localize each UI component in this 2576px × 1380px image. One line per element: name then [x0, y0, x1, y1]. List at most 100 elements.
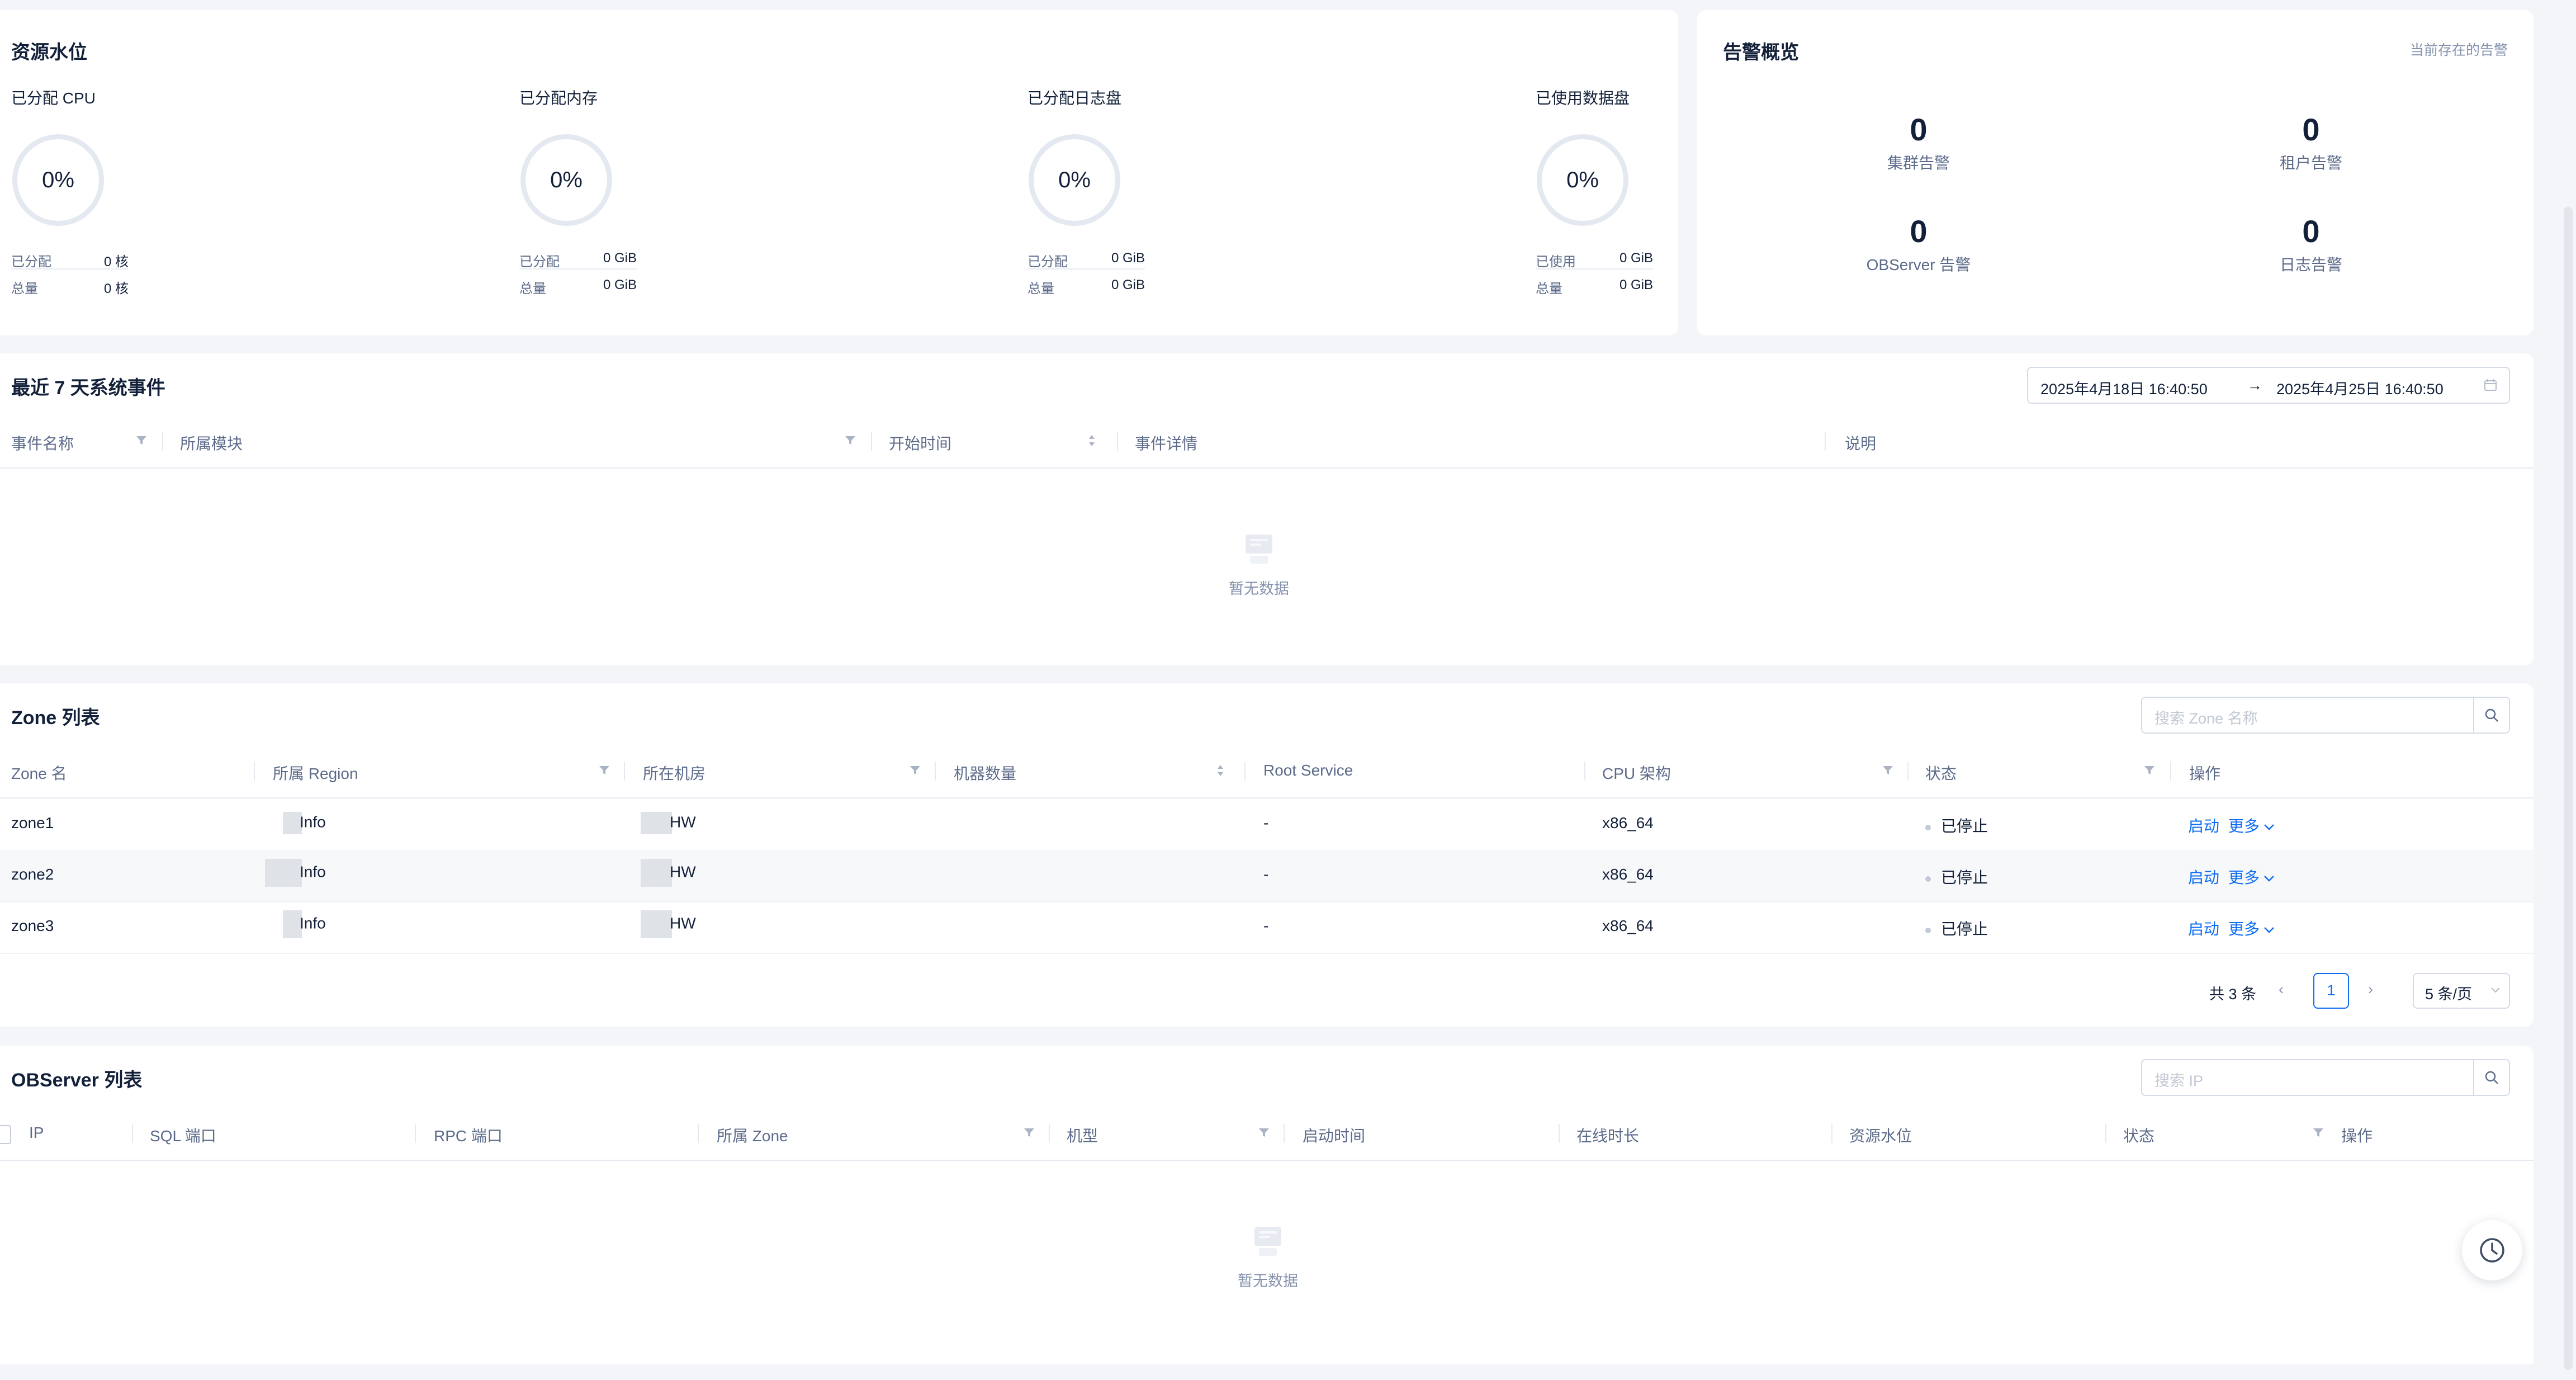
col-zone-name: Zone 名: [11, 765, 67, 782]
col-module: 所属模块: [180, 435, 243, 452]
status-badge: 已停止: [1925, 814, 1988, 836]
column-divider: [1907, 762, 1909, 781]
start-button[interactable]: 启动: [2188, 920, 2220, 938]
redacted-block: [641, 859, 672, 887]
events-table-header: 事件名称 所属模块 开始时间 事件详情 说明: [0, 415, 2534, 469]
select-all-checkbox[interactable]: [0, 1125, 11, 1144]
filter-icon[interactable]: [2143, 764, 2156, 776]
more-button[interactable]: 更多: [2228, 814, 2275, 836]
col-start-time: 开始时间: [889, 435, 952, 452]
filter-icon[interactable]: [1258, 1126, 1270, 1138]
zone-search[interactable]: 搜索 Zone 名称: [2141, 697, 2510, 734]
history-float-button[interactable]: [2462, 1220, 2522, 1280]
sort-icon[interactable]: [1088, 432, 1096, 450]
alert-tenant[interactable]: 0 租户告警: [2227, 112, 2395, 173]
pagination-next[interactable]: ›: [2368, 981, 2373, 998]
gauge-row: 总量 0 GiB: [1536, 274, 1653, 296]
start-button[interactable]: 启动: [2188, 817, 2220, 835]
gauge-row: 总量 0 核: [11, 274, 129, 296]
column-divider: [1825, 432, 1826, 451]
alert-observer[interactable]: 0 OBServer 告警: [1835, 214, 2002, 275]
events-title: 最近 7 天系统事件: [11, 377, 165, 399]
date-separator: →: [2247, 377, 2262, 394]
empty-label: 暂无数据: [1229, 580, 1289, 597]
date-range-picker[interactable]: 2025年4月18日 16:40:50 → 2025年4月25日 16:40:5…: [2027, 367, 2510, 404]
column-divider: [415, 1124, 416, 1143]
zone-idc: HW: [641, 812, 696, 834]
start-button[interactable]: 启动: [2188, 869, 2220, 886]
col-status: 状态: [2123, 1127, 2155, 1145]
more-button[interactable]: 更多: [2228, 866, 2275, 888]
zone-idc-text: HW: [670, 813, 696, 831]
gauge-row-value: 0 核: [103, 254, 129, 270]
search-button[interactable]: [2473, 698, 2509, 732]
filter-icon[interactable]: [909, 764, 921, 776]
zone-root-service: -: [1263, 917, 1269, 934]
table-row: zone1 Info HW - x86_64 已停止 启动 更多: [0, 798, 2534, 851]
column-divider: [1584, 762, 1585, 781]
gauge-percent: 0%: [1566, 167, 1599, 192]
search-icon: [2485, 1071, 2498, 1084]
col-ip: IP: [29, 1124, 44, 1141]
chevron-down-icon: [2264, 876, 2274, 882]
empty-box-icon: [1246, 535, 1272, 564]
column-divider: [2105, 1124, 2106, 1143]
column-divider: [254, 762, 255, 781]
column-divider: [624, 762, 625, 781]
gauge-label-data-disk: 已使用数据盘: [1536, 89, 1630, 107]
column-divider: [162, 432, 163, 451]
gauge-row-key: 总量: [11, 281, 38, 296]
col-machine-count: 机器数量: [954, 765, 1017, 782]
zone-region: Info: [283, 812, 326, 834]
col-sql-port: SQL 端口: [150, 1127, 216, 1145]
search-icon: [2485, 708, 2498, 722]
col-machine-type: 机型: [1067, 1127, 1098, 1145]
alert-log[interactable]: 0 日志告警: [2227, 214, 2395, 275]
alert-label: OBServer 告警: [1866, 256, 1971, 273]
zone-search-input[interactable]: 搜索 Zone 名称: [2154, 710, 2258, 727]
filter-icon[interactable]: [1882, 764, 1894, 776]
status-badge: 已停止: [1925, 917, 1988, 939]
table-row: zone3 Info HW - x86_64 已停止 启动 更多: [0, 901, 2534, 954]
status-text: 已停止: [1941, 817, 1988, 835]
alert-cluster[interactable]: 0 集群告警: [1835, 112, 2002, 173]
observers-title: OBServer 列表: [11, 1070, 143, 1091]
redacted-block: [641, 910, 672, 938]
zone-idc-text: HW: [670, 914, 696, 932]
current-alerts-link[interactable]: 当前存在的告警: [2409, 42, 2508, 58]
empty-label: 暂无数据: [1238, 1273, 1298, 1289]
pagination-page-1[interactable]: 1: [2313, 973, 2349, 1009]
gauge-percent: 0%: [1058, 167, 1091, 192]
scrollbar-thumb[interactable]: [2564, 207, 2573, 1370]
column-divider: [871, 432, 872, 451]
filter-icon[interactable]: [1023, 1126, 1035, 1138]
observers-card: OBServer 列表 搜索 IP IP SQL 端口 RPC 端口 所属 Zo…: [0, 1046, 2534, 1364]
filter-icon[interactable]: [598, 764, 610, 776]
pagination-prev[interactable]: ‹: [2279, 981, 2284, 998]
pagination-total: 共 3 条: [2209, 986, 2257, 1003]
filter-icon[interactable]: [135, 434, 148, 446]
zone-region-text: Info: [300, 914, 326, 932]
gauge-row-value: 0 GiB: [1111, 277, 1145, 292]
col-event-name: 事件名称: [11, 435, 74, 452]
search-button[interactable]: [2473, 1060, 2509, 1095]
zones-title: Zone 列表: [11, 707, 100, 729]
column-divider: [1117, 432, 1118, 451]
sort-icon[interactable]: [1216, 762, 1224, 779]
ip-search-input[interactable]: 搜索 IP: [2154, 1072, 2204, 1089]
col-rpc-port: RPC 端口: [434, 1127, 503, 1145]
column-divider: [132, 1124, 133, 1143]
chevron-down-icon: [2264, 927, 2274, 933]
col-resource-level: 资源水位: [1849, 1127, 1912, 1145]
filter-icon[interactable]: [844, 434, 856, 446]
more-button[interactable]: 更多: [2228, 917, 2275, 939]
page-size-label: 5 条/页: [2425, 986, 2473, 1003]
alert-label: 租户告警: [2279, 154, 2342, 172]
gauge-ring-memory: 0%: [520, 134, 612, 226]
gauge-label-log-disk: 已分配日志盘: [1027, 89, 1122, 107]
ip-search[interactable]: 搜索 IP: [2141, 1059, 2510, 1096]
scrollbar-track[interactable]: [2560, 0, 2576, 1380]
filter-icon[interactable]: [2312, 1126, 2324, 1138]
page-size-select[interactable]: 5 条/页: [2413, 973, 2510, 1009]
col-uptime: 在线时长: [1576, 1127, 1640, 1145]
